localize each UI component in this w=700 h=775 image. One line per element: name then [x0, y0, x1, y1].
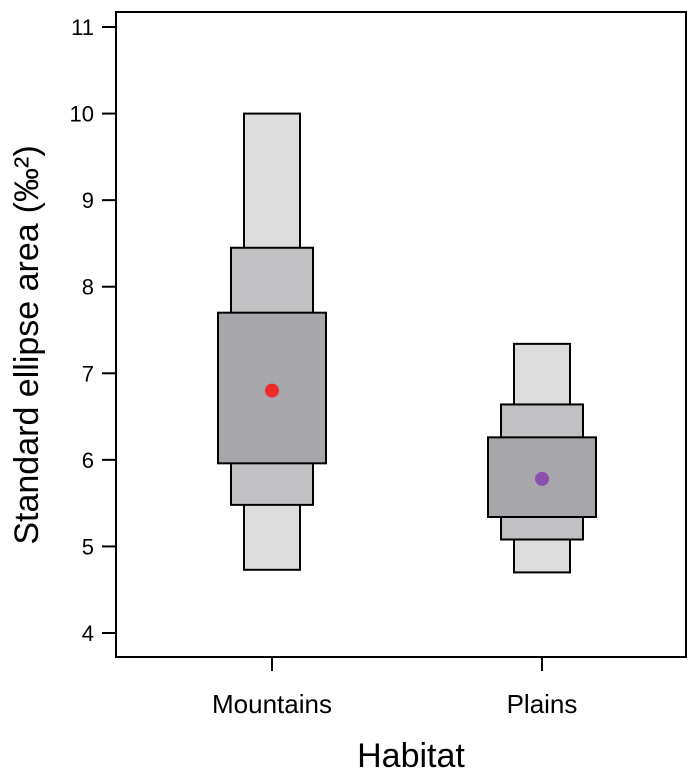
y-tick-label: 5 — [82, 534, 94, 559]
y-tick-label: 10 — [70, 102, 94, 127]
plot-frame — [115, 11, 687, 658]
y-tick-label: 7 — [82, 361, 94, 386]
interval-group — [487, 342, 597, 574]
mode-point — [535, 471, 549, 486]
y-tick-label: 4 — [82, 621, 94, 646]
y-tick-label: 8 — [82, 275, 94, 300]
y-tick-label: 11 — [71, 15, 94, 40]
y-tick-label: 9 — [82, 188, 94, 213]
x-category-label: Mountains — [212, 689, 332, 719]
x-axis-title: Habitat — [357, 737, 465, 775]
interval-boxes — [217, 112, 597, 574]
y-tick-label: 6 — [82, 448, 94, 473]
y-axis: 4 5 6 7 8 9 10 11 — [70, 15, 116, 646]
x-category-label: Plains — [507, 689, 578, 719]
y-axis-unit: (‰²) — [8, 145, 46, 213]
x-axis: Mountains Plains — [212, 657, 577, 719]
y-axis-title-text: Standard ellipse area — [8, 223, 46, 544]
mode-point — [265, 383, 279, 398]
y-axis-title: Standard ellipse area (‰²) — [8, 145, 46, 544]
interval-group — [217, 112, 327, 571]
